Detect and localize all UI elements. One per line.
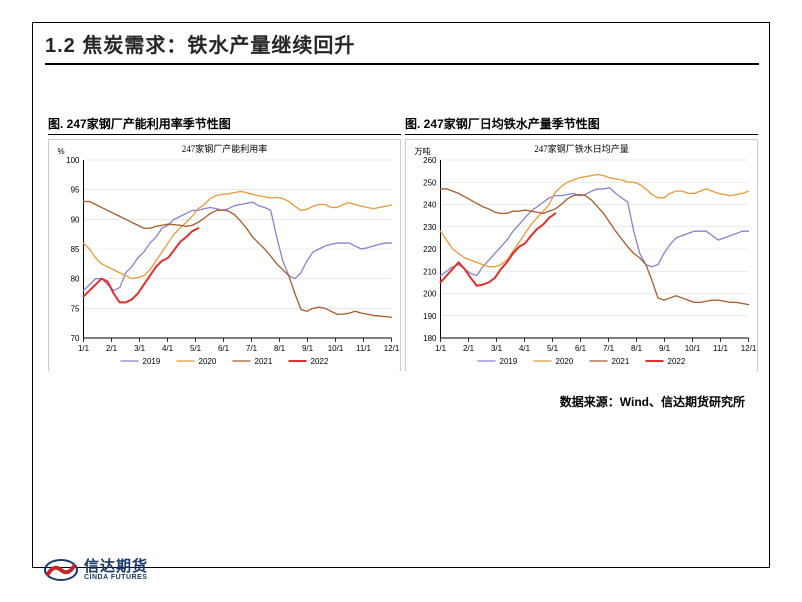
svg-text:10/1: 10/1	[685, 344, 701, 353]
chart-left-caption: 图. 247家钢厂产能利用率季节性图	[48, 115, 401, 132]
brand-logo: 信达期货 CINDA FUTURES	[44, 556, 148, 584]
svg-text:7/1: 7/1	[603, 344, 615, 353]
svg-text:6/1: 6/1	[575, 344, 587, 353]
svg-text:12/1: 12/1	[384, 344, 400, 353]
svg-text:230: 230	[423, 223, 437, 232]
svg-text:250: 250	[423, 178, 437, 187]
svg-text:8/1: 8/1	[274, 344, 286, 353]
logo-text: 信达期货 CINDA FUTURES	[84, 559, 148, 581]
svg-text:5/1: 5/1	[547, 344, 559, 353]
svg-text:180: 180	[423, 334, 437, 343]
svg-text:220: 220	[423, 245, 437, 254]
svg-text:万吨: 万吨	[415, 146, 431, 156]
chart-right-svg: 247家钢厂铁水日均产量 180 190 200 210 220 230 240 250 260万…	[406, 140, 757, 372]
svg-text:2020: 2020	[556, 357, 574, 366]
svg-text:2/1: 2/1	[106, 344, 118, 353]
svg-text:2020: 2020	[199, 357, 217, 366]
svg-text:2021: 2021	[255, 357, 273, 366]
data-source: 数据来源：Wind、信达期货研究所	[560, 393, 745, 410]
chart-left-svg: 247家钢厂产能利用率 70 75 80 85 90 95 100% 1/1 2/1 3/1 4/1 5…	[49, 140, 400, 372]
svg-text:3/1: 3/1	[491, 344, 503, 353]
svg-text:9/1: 9/1	[302, 344, 314, 353]
svg-text:3/1: 3/1	[134, 344, 146, 353]
svg-text:2021: 2021	[612, 357, 630, 366]
svg-text:247家钢厂产能利用率: 247家钢厂产能利用率	[182, 143, 268, 154]
svg-text:8/1: 8/1	[631, 344, 643, 353]
svg-text:4/1: 4/1	[162, 344, 174, 353]
svg-text:2022: 2022	[311, 357, 329, 366]
svg-text:1/1: 1/1	[78, 344, 90, 353]
chart-left: 图. 247家钢厂产能利用率季节性图 247家钢厂产能利用率 70 75 80 85 90…	[48, 115, 401, 383]
logo-cn: 信达期货	[84, 559, 148, 574]
svg-text:85: 85	[71, 245, 80, 254]
page-title: 1.2 焦炭需求：铁水产量继续回升	[45, 29, 355, 58]
svg-text:260: 260	[423, 156, 437, 165]
svg-text:70: 70	[71, 334, 80, 343]
svg-text:2022: 2022	[668, 357, 686, 366]
svg-text:11/1: 11/1	[356, 344, 372, 353]
svg-text:12/1: 12/1	[741, 344, 757, 353]
svg-text:190: 190	[423, 312, 437, 321]
svg-text:2/1: 2/1	[463, 344, 475, 353]
chart-right-caption: 图. 247家钢厂日均铁水产量季节性图	[405, 115, 758, 132]
svg-text:90: 90	[71, 215, 80, 224]
svg-text:10/1: 10/1	[328, 344, 344, 353]
svg-text:210: 210	[423, 267, 437, 276]
logo-icon	[44, 556, 78, 584]
svg-text:200: 200	[423, 290, 437, 299]
svg-text:75: 75	[71, 304, 80, 313]
chart-right-rule	[405, 134, 758, 135]
chart-left-rule	[48, 134, 401, 135]
svg-text:11/1: 11/1	[713, 344, 729, 353]
svg-text:2019: 2019	[500, 357, 518, 366]
charts-row: 图. 247家钢厂产能利用率季节性图 247家钢厂产能利用率 70 75 80 85 90…	[48, 115, 758, 383]
heading-rule	[45, 63, 759, 65]
chart-right: 图. 247家钢厂日均铁水产量季节性图 247家钢厂铁水日均产量 180 190 20…	[405, 115, 758, 383]
svg-text:%: %	[58, 147, 65, 156]
svg-text:247家钢厂铁水日均产量: 247家钢厂铁水日均产量	[534, 143, 629, 154]
page-frame: 1.2 焦炭需求：铁水产量继续回升 图. 247家钢厂产能利用率季节性图 247…	[32, 22, 770, 568]
svg-text:1/1: 1/1	[435, 344, 447, 353]
svg-text:5/1: 5/1	[190, 344, 202, 353]
svg-text:240: 240	[423, 201, 437, 210]
svg-text:80: 80	[71, 275, 80, 284]
svg-text:6/1: 6/1	[218, 344, 230, 353]
svg-text:4/1: 4/1	[519, 344, 531, 353]
svg-text:9/1: 9/1	[659, 344, 671, 353]
logo-en: CINDA FUTURES	[84, 574, 148, 581]
svg-text:2019: 2019	[143, 357, 161, 366]
svg-text:95: 95	[71, 186, 80, 195]
svg-text:100: 100	[66, 156, 80, 165]
svg-text:7/1: 7/1	[246, 344, 258, 353]
